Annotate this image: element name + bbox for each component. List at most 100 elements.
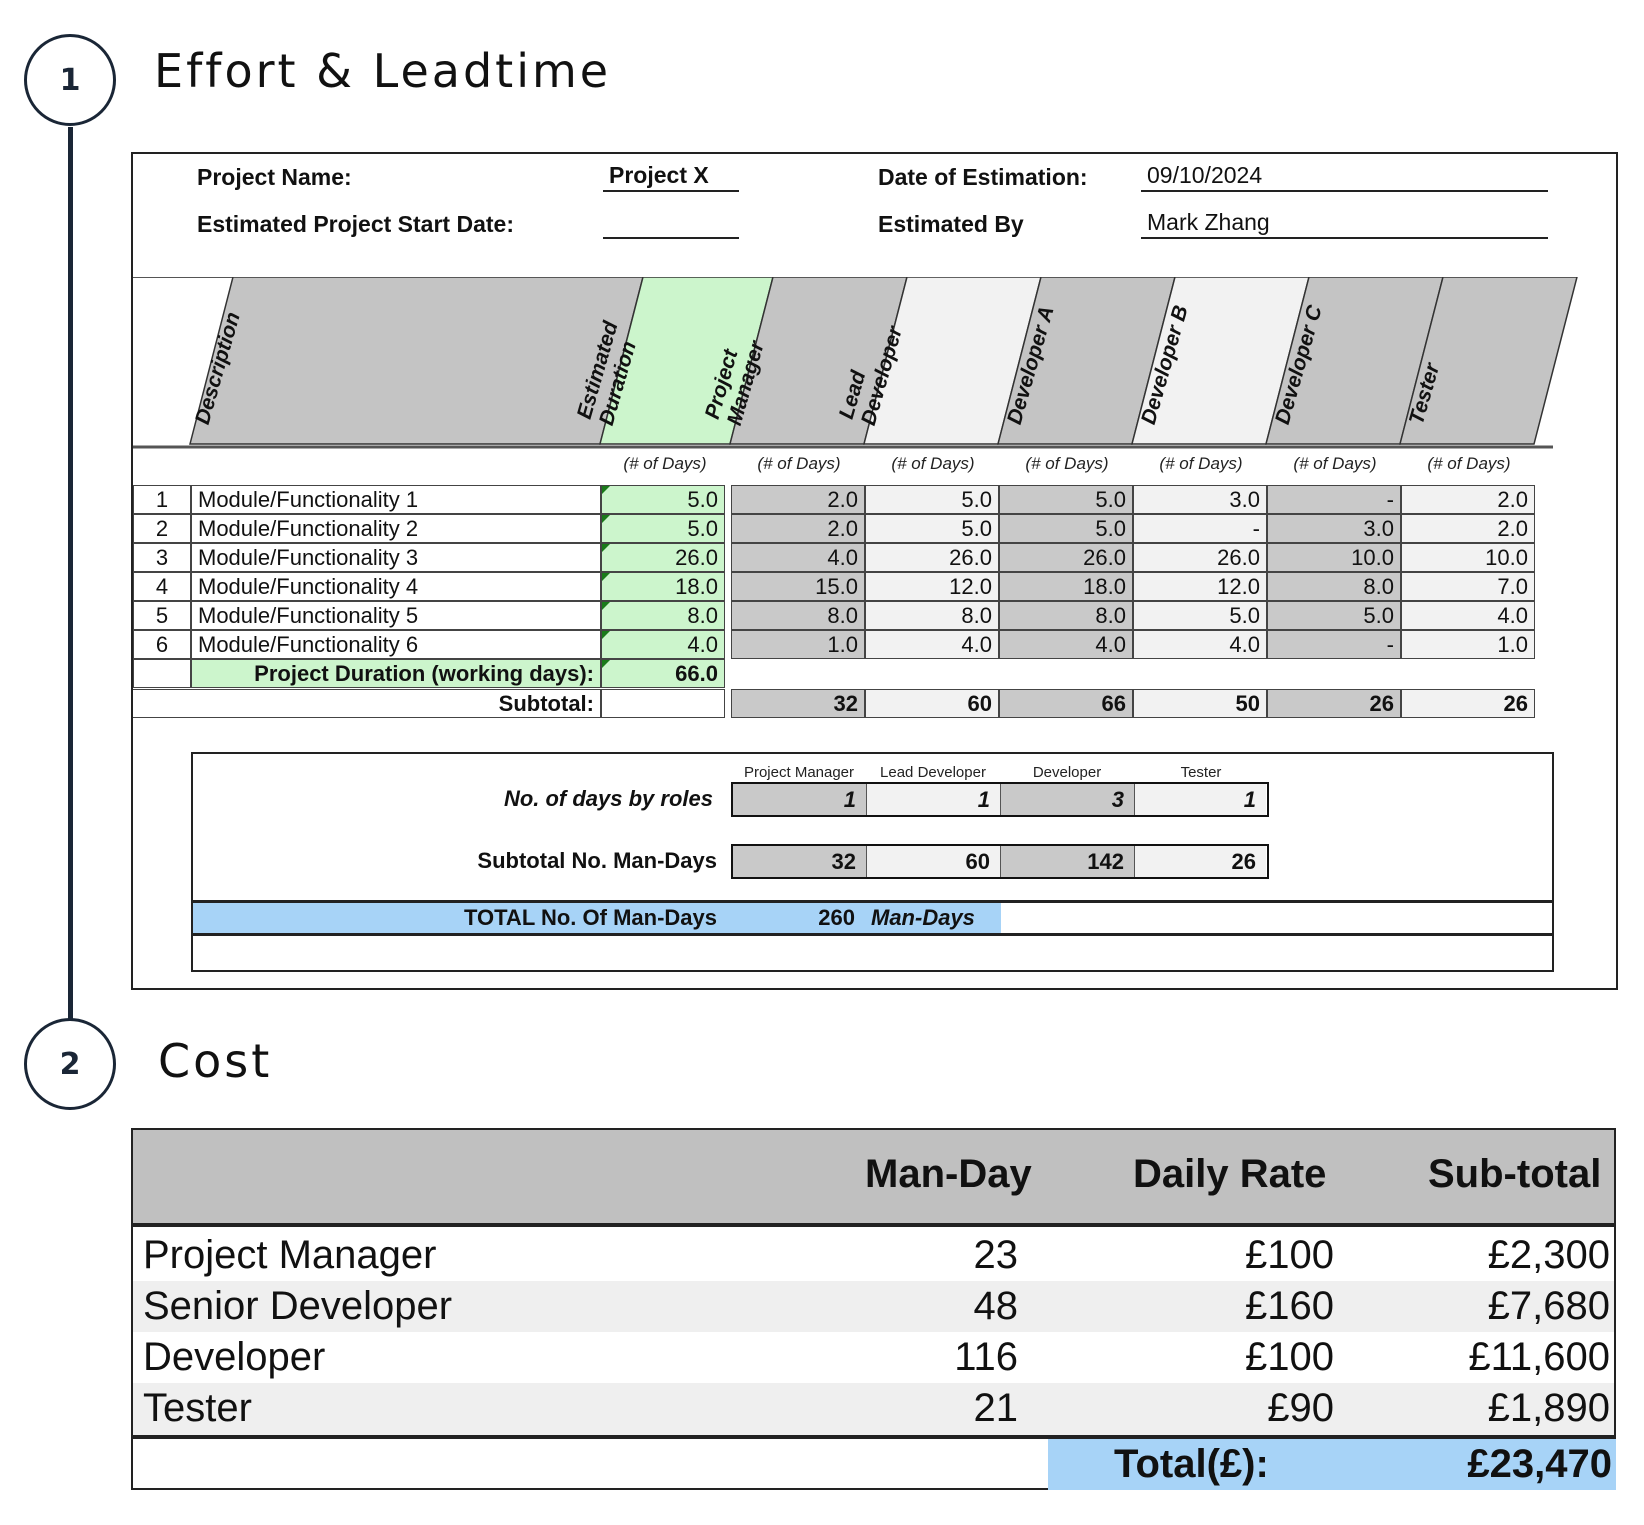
row-description[interactable]: Module/Functionality 2 [191,514,601,543]
subtotal-project-manager: 32 [731,689,865,718]
cell-lead-developer[interactable]: 12.0 [865,572,999,601]
blank-cell [601,689,725,718]
cell-lead-developer[interactable]: 5.0 [865,485,999,514]
cell-tester[interactable]: 2.0 [1401,514,1535,543]
man-days-project-manager: 32 [733,846,867,877]
cell-developer-a[interactable]: 5.0 [999,485,1133,514]
total-divider [193,933,1552,936]
cell-lead-developer[interactable]: 4.0 [865,630,999,659]
cell-tester[interactable]: 4.0 [1401,601,1535,630]
table-row: 3 Module/Functionality 3 26.0 4.0 26.0 2… [133,543,1553,572]
cell-developer-a[interactable]: 18.0 [999,572,1133,601]
cell-lead-developer[interactable]: 5.0 [865,514,999,543]
cell-developer-c[interactable]: 5.0 [1267,601,1401,630]
project-duration-label: Project Duration (working days): [191,659,601,688]
step-2-marker: 2 [24,1018,116,1110]
cell-developer-b[interactable]: 3.0 [1133,485,1267,514]
cost-rate: £100 [1245,1335,1334,1379]
estimation-date-label: Date of Estimation: [878,164,1088,190]
cell-developer-b[interactable]: 26.0 [1133,543,1267,572]
subtotal-row: Subtotal: 32 60 66 50 26 26 [133,689,1553,718]
cell-developer-a[interactable]: 5.0 [999,514,1133,543]
cell-developer-c[interactable]: 3.0 [1267,514,1401,543]
row-number: 5 [133,601,191,630]
units-label: (# of Days) [757,454,841,473]
days-tester[interactable]: 1 [1135,784,1266,815]
cell-developer-c[interactable]: 8.0 [1267,572,1401,601]
cell-developer-a[interactable]: 4.0 [999,630,1133,659]
row-description[interactable]: Module/Functionality 6 [191,630,601,659]
cell-project-manager[interactable]: 2.0 [731,485,865,514]
cell-project-manager[interactable]: 2.0 [731,514,865,543]
cell-project-manager[interactable]: 4.0 [731,543,865,572]
cost-role: Project Manager [143,1233,437,1277]
cell-developer-c[interactable]: - [1267,485,1401,514]
row-description[interactable]: Module/Functionality 4 [191,572,601,601]
cell-tester[interactable]: 2.0 [1401,485,1535,514]
row-duration-value: 4.0 [687,632,718,657]
start-date-value[interactable] [603,207,739,239]
row-duration-value: 8.0 [687,603,718,628]
days-by-roles-label: No. of days by roles [503,786,713,811]
role-header-tester: Tester [1180,764,1222,781]
cost-role: Developer [143,1335,326,1379]
subtotal-label: Subtotal: [133,689,601,718]
days-project-manager[interactable]: 1 [733,784,867,815]
cell-project-manager[interactable]: 8.0 [731,601,865,630]
project-duration-number: 66.0 [675,661,718,686]
cell-developer-b[interactable]: 4.0 [1133,630,1267,659]
cell-tester[interactable]: 1.0 [1401,630,1535,659]
cell-project-manager[interactable]: 1.0 [731,630,865,659]
cell-developer-a[interactable]: 8.0 [999,601,1133,630]
row-description[interactable]: Module/Functionality 3 [191,543,601,572]
subtotal-man-days-box: 32 60 142 26 [731,844,1269,879]
cell-tester[interactable]: 10.0 [1401,543,1535,572]
column-header-band [133,277,1578,449]
start-date-label: Estimated Project Start Date: [197,211,514,237]
table-row: 6 Module/Functionality 6 4.0 1.0 4.0 4.0… [133,630,1553,659]
subtotal-developer-b: 50 [1133,689,1267,718]
cell-developer-c[interactable]: - [1267,630,1401,659]
row-number: 6 [133,630,191,659]
cost-man-day: 116 [954,1335,1018,1379]
row-duration[interactable]: 26.0 [601,543,725,572]
days-lead-developer[interactable]: 1 [867,784,1001,815]
row-duration[interactable]: 8.0 [601,601,725,630]
cell-developer-b[interactable]: 12.0 [1133,572,1267,601]
cost-man-day: 48 [973,1284,1019,1328]
cell-project-manager[interactable]: 15.0 [731,572,865,601]
cell-lead-developer[interactable]: 26.0 [865,543,999,572]
row-number: 4 [133,572,191,601]
cost-rate: £160 [1245,1284,1334,1328]
cost-table-header: Man-Day Daily Rate Sub-total [133,1130,1614,1227]
cell-developer-a[interactable]: 26.0 [999,543,1133,572]
cost-man-day: 21 [973,1386,1019,1430]
row-duration[interactable]: 18.0 [601,572,725,601]
days-developer[interactable]: 3 [1001,784,1135,815]
comment-marker-icon [602,573,610,581]
estimated-by-value[interactable]: Mark Zhang [1141,207,1548,239]
row-duration[interactable]: 5.0 [601,514,725,543]
row-duration[interactable]: 5.0 [601,485,725,514]
units-label: (# of Days) [623,454,707,473]
cell-lead-developer[interactable]: 8.0 [865,601,999,630]
cell-developer-b[interactable]: - [1133,514,1267,543]
cell-tester[interactable]: 7.0 [1401,572,1535,601]
subtotal-developer-a: 66 [999,689,1133,718]
step-number: 2 [59,1046,81,1082]
row-description[interactable]: Module/Functionality 5 [191,601,601,630]
row-duration[interactable]: 4.0 [601,630,725,659]
row-duration-value: 18.0 [675,574,718,599]
estimation-date-value[interactable]: 09/10/2024 [1141,160,1548,192]
cell-developer-b[interactable]: 5.0 [1133,601,1267,630]
row-number: 2 [133,514,191,543]
row-description[interactable]: Module/Functionality 1 [191,485,601,514]
cost-role: Senior Developer [143,1284,453,1328]
subtotal-tester: 26 [1401,689,1535,718]
units-label: (# of Days) [891,454,975,473]
project-name-value[interactable]: Project X [603,160,739,192]
cell-developer-c[interactable]: 10.0 [1267,543,1401,572]
cost-subtotal: £1,890 [1487,1386,1610,1430]
units-label: (# of Days) [1293,454,1377,473]
subtotal-lead-developer: 60 [865,689,999,718]
